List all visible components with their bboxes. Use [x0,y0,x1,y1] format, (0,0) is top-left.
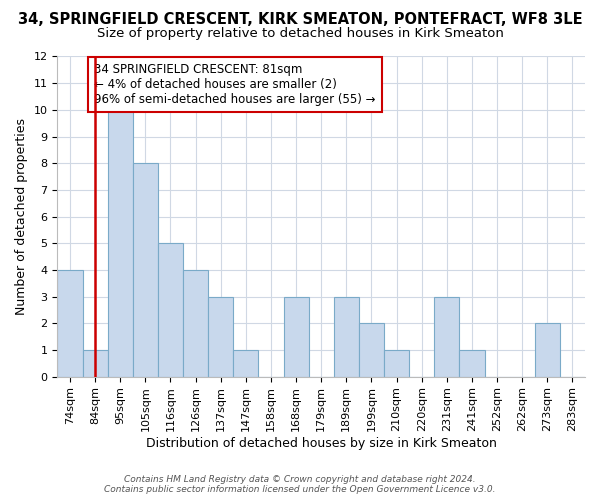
Bar [83,350,107,376]
X-axis label: Distribution of detached houses by size in Kirk Smeaton: Distribution of detached houses by size … [146,437,497,450]
Bar [208,296,233,376]
Text: 34, SPRINGFIELD CRESCENT, KIRK SMEATON, PONTEFRACT, WF8 3LE: 34, SPRINGFIELD CRESCENT, KIRK SMEATON, … [17,12,583,28]
Bar [233,350,259,376]
Bar [334,296,359,376]
Bar [284,296,308,376]
Bar [359,324,384,376]
Bar [384,350,409,376]
Y-axis label: Number of detached properties: Number of detached properties [15,118,28,315]
Text: 34 SPRINGFIELD CRESCENT: 81sqm
← 4% of detached houses are smaller (2)
96% of se: 34 SPRINGFIELD CRESCENT: 81sqm ← 4% of d… [94,63,376,106]
Text: Size of property relative to detached houses in Kirk Smeaton: Size of property relative to detached ho… [97,28,503,40]
Bar [535,324,560,376]
Bar [133,163,158,376]
Bar [434,296,460,376]
Bar [158,244,183,376]
Bar [107,110,133,376]
Bar [460,350,485,376]
Text: Contains HM Land Registry data © Crown copyright and database right 2024.
Contai: Contains HM Land Registry data © Crown c… [104,474,496,494]
Bar [183,270,208,376]
Bar [58,270,83,376]
